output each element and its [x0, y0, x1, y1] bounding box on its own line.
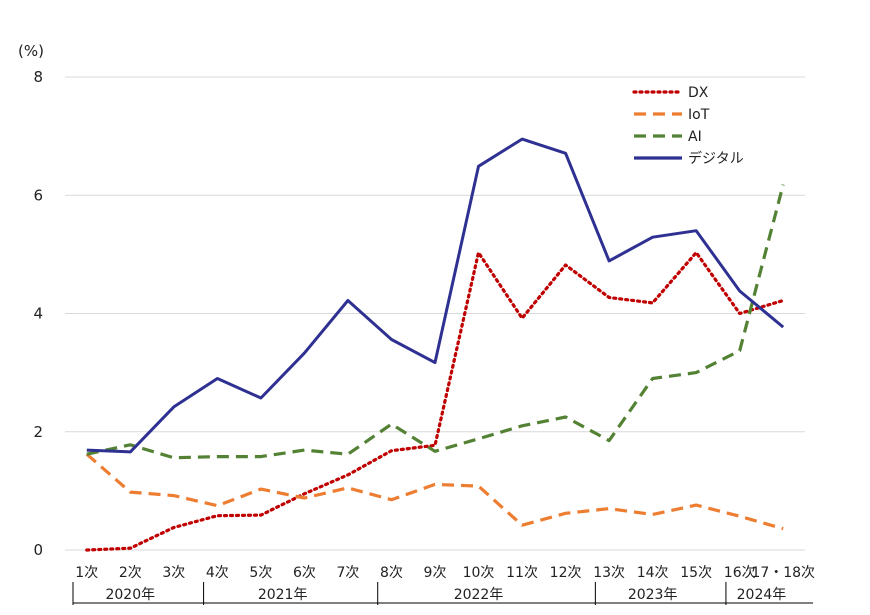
- legend-label: デジタル: [688, 150, 744, 167]
- x-tick-label: 7次: [336, 565, 359, 581]
- x-tick-label: 9次: [424, 565, 447, 581]
- x-tick-label: 4次: [206, 565, 229, 581]
- gridlines: [65, 76, 805, 433]
- y-tick-label: 6: [33, 186, 43, 204]
- y-axis-label: (%): [18, 42, 44, 60]
- x-tick-label: 8次: [380, 565, 403, 581]
- x-tick-label: 11次: [506, 565, 538, 581]
- y-axis: (%) 0 2 4 6 8: [18, 42, 44, 559]
- year-label: 2022年: [454, 587, 504, 603]
- year-label: 2021年: [258, 587, 308, 603]
- series-line: [86, 137, 785, 454]
- legend: DX IoT AI デジタル: [632, 85, 744, 167]
- x-tick-label: 10次: [463, 565, 495, 581]
- year-label: 2024年: [737, 587, 787, 603]
- x-tick-label: 3次: [162, 565, 185, 581]
- y-tick-label: 4: [33, 305, 43, 323]
- x-tick-label: 13次: [593, 565, 625, 581]
- legend-label: IoT: [688, 107, 710, 123]
- x-tick-label: 5次: [249, 565, 272, 581]
- x-tick-label: 12次: [550, 565, 582, 581]
- x-tick-label: 16次: [724, 565, 756, 581]
- legend-label: DX: [688, 85, 709, 101]
- year-label: 2020年: [105, 587, 155, 603]
- x-axis: 1次 2次 3次 4次 5次 6次 7次 8次 9次 10次 11次 12次 13次 14次 15次 16次1…: [65, 549, 815, 605]
- x-tick-label: 17・18次: [751, 565, 815, 581]
- x-tick-label: 2次: [119, 565, 142, 581]
- legend-label: AI: [688, 129, 702, 145]
- series-lines: [85, 137, 785, 552]
- y-tick-label: 0: [33, 541, 43, 559]
- x-tick-label: 15次: [680, 565, 712, 581]
- y-tick-label: 8: [33, 68, 43, 86]
- x-tick-label: 1次: [75, 565, 98, 581]
- series-line: [86, 184, 785, 460]
- series-line: [85, 251, 785, 552]
- y-tick-label: 2: [33, 423, 43, 441]
- x-tick-label: 14次: [637, 565, 669, 581]
- year-label: 2023年: [628, 587, 678, 603]
- x-tick-label: 6次: [293, 565, 316, 581]
- series-line: [85, 452, 784, 531]
